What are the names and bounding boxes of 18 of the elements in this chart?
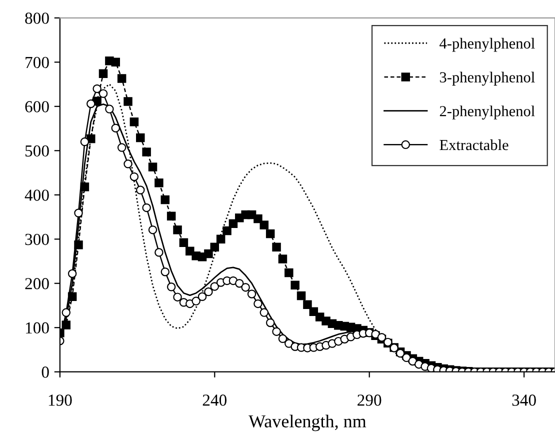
x-tick-label: 240	[202, 394, 227, 406]
y-tick-label: 0	[42, 366, 49, 378]
y-tick-label: 700	[26, 56, 49, 68]
legend-label: 4-phenylphenol	[440, 38, 535, 52]
y-tick-label: 800	[25, 12, 49, 24]
x-tick-label: 290	[358, 394, 382, 406]
legend-label: 3-phenylphenol	[440, 72, 535, 86]
y-tick-label: 600	[25, 101, 49, 112]
x-tick-label: 340	[512, 394, 536, 406]
y-tick-label: 100	[26, 322, 49, 334]
y-tick-label: 500	[25, 145, 49, 157]
legend-label: Extractable	[440, 139, 508, 150]
legend-label: 2-phenylphenol	[440, 106, 535, 120]
x-tick-label: 190	[48, 394, 72, 406]
y-tick-label: 200	[25, 278, 49, 290]
y-tick-label: 400	[24, 190, 49, 201]
x-axis-title: Wavelength, nm	[248, 414, 366, 432]
y-tick-label: 300	[25, 234, 49, 246]
